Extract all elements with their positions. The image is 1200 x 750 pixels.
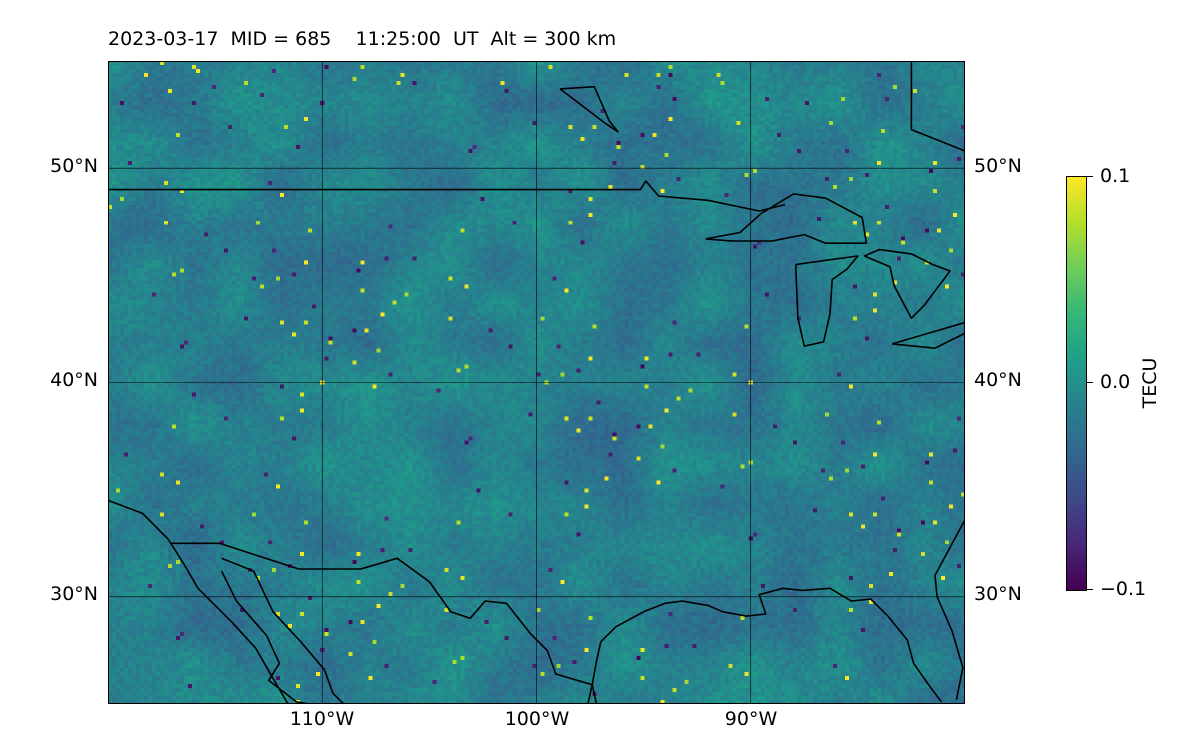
lon-label-110w: 110°W — [289, 708, 355, 730]
map-overlay — [108, 61, 965, 704]
lon-label-100w: 100°W — [504, 708, 570, 730]
lat-label-40-right: 40°N — [974, 369, 1022, 391]
baja-east-coast — [220, 570, 310, 704]
lake-superior — [705, 193, 868, 244]
coastlines — [108, 61, 965, 704]
hudson-bay-coast — [910, 61, 965, 152]
gulf-of-california-coast — [221, 557, 345, 704]
lat-label-40-left: 40°N — [50, 369, 98, 391]
colorbar-tick-top — [1087, 176, 1093, 177]
florida-east-coast — [934, 519, 965, 700]
graticule — [108, 61, 965, 704]
mexico-gulf-coast — [581, 684, 593, 704]
lat-label-50-left: 50°N — [50, 155, 98, 177]
us-canada-border — [108, 180, 786, 212]
colorbar-label-min: −0.1 — [1100, 578, 1147, 600]
lat-label-30-left: 30°N — [50, 583, 98, 605]
lat-label-50-right: 50°N — [974, 155, 1022, 177]
tec-map — [108, 61, 965, 704]
colorbar-label-max: 0.1 — [1100, 165, 1131, 187]
lake-winnipeg — [559, 85, 619, 133]
lat-label-30-right: 30°N — [974, 583, 1022, 605]
colorbar-title: TECU — [1139, 357, 1161, 409]
lake-michigan — [794, 255, 859, 347]
lon-label-90w: 90°W — [724, 708, 778, 730]
colorbar-tick-mid — [1087, 382, 1093, 383]
lake-erie — [891, 321, 965, 350]
colorbar — [1066, 176, 1086, 590]
pacific-coast — [108, 499, 289, 704]
map-title: 2023-03-17 MID = 685 11:25:00 UT Alt = 3… — [108, 28, 617, 50]
colorbar-tick-bottom — [1087, 589, 1093, 590]
gulf-coast — [591, 587, 943, 704]
colorbar-gradient — [1066, 176, 1086, 590]
mexico-us-border — [170, 542, 593, 686]
colorbar-label-zero: 0.0 — [1100, 371, 1131, 393]
lake-huron — [863, 248, 951, 320]
